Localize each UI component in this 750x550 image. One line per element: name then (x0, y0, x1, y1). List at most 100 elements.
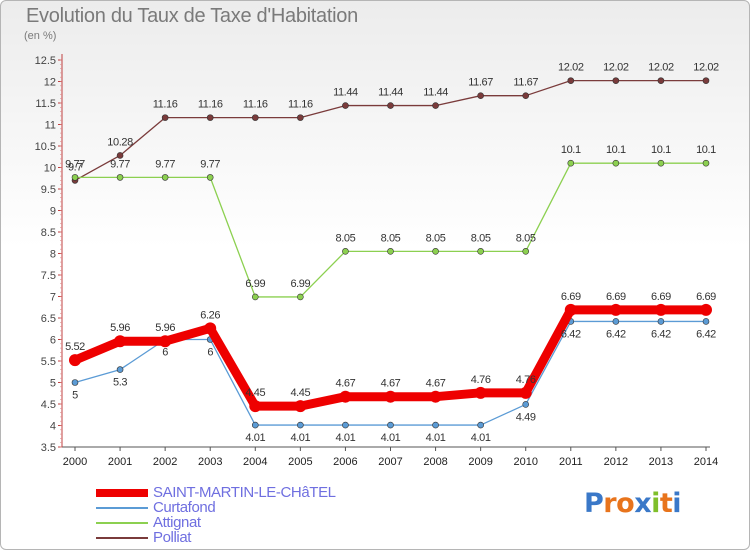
data-point (702, 159, 710, 167)
data-label: 8.05 (381, 232, 401, 244)
data-point (474, 386, 487, 399)
data-label: 6.99 (245, 278, 265, 290)
data-label: 9.77 (65, 158, 85, 170)
logo-letter: i (672, 488, 682, 519)
data-label: 10.1 (651, 144, 671, 156)
data-label: 11.16 (153, 99, 178, 111)
data-label: 11.16 (288, 99, 313, 111)
data-label: 5.96 (110, 322, 130, 334)
y-tick-label: 12.5 (35, 55, 56, 67)
chart-unit: (en %) (24, 30, 57, 42)
data-point (477, 92, 484, 99)
data-point (432, 102, 439, 109)
legend-swatch (96, 507, 148, 509)
data-label: 11.67 (468, 77, 493, 89)
x-tick-label: 2012 (604, 456, 628, 468)
y-tick-label: 4 (50, 421, 56, 433)
data-point (702, 77, 710, 84)
data-label: 11.44 (378, 87, 403, 99)
y-tick-label: 8.5 (41, 227, 56, 239)
legend-swatch (96, 522, 148, 524)
data-label: 4.67 (426, 378, 446, 390)
logo-letter: P (584, 488, 604, 519)
data-label: 10.1 (606, 144, 626, 156)
data-point (384, 390, 397, 403)
x-tick-label: 2001 (108, 456, 132, 468)
data-label: 4.67 (381, 378, 401, 390)
data-label: 4.01 (381, 432, 401, 444)
y-tick-label: 10.5 (35, 141, 56, 153)
data-label: 4.45 (245, 387, 265, 399)
data-label: 4.01 (336, 432, 356, 444)
x-tick-label: 2003 (198, 456, 222, 468)
data-point (71, 174, 79, 181)
data-point (657, 77, 665, 84)
y-tick-label: 7 (50, 292, 56, 304)
y-tick-label: 8 (50, 249, 56, 261)
logo-letter: o (616, 488, 635, 519)
legend-label: SAINT-MARTIN-LE-CHâTEL (153, 484, 336, 501)
legend-label: Curtafond (153, 499, 216, 516)
data-label: 6.69 (606, 291, 626, 303)
data-point (206, 174, 214, 181)
data-point (339, 390, 352, 403)
data-point (564, 303, 577, 316)
series-line-2 (74, 162, 707, 298)
data-label: 8.05 (336, 232, 356, 244)
data-label: 5.52 (65, 341, 85, 353)
chart-title: Evolution du Taux de Taxe d'Habitation (26, 5, 358, 27)
data-point (519, 386, 532, 399)
data-label: 4.01 (471, 432, 491, 444)
data-point (702, 318, 710, 325)
data-point (387, 248, 394, 255)
data-point (206, 114, 214, 121)
data-label: 8.05 (426, 232, 446, 244)
data-point (387, 421, 394, 429)
data-label: 8.05 (516, 232, 536, 244)
data-label: 12.02 (603, 62, 629, 74)
data-point (657, 318, 665, 325)
data-point (657, 159, 665, 167)
x-tick-label: 2000 (63, 456, 87, 468)
x-tick-label: 2006 (333, 456, 357, 468)
data-label: 8.05 (471, 232, 491, 244)
x-tick-label: 2005 (288, 456, 312, 468)
x-tick-label: 2013 (649, 456, 673, 468)
data-label: 6.99 (290, 278, 310, 290)
data-label: 12.02 (558, 62, 584, 74)
data-point (654, 303, 667, 316)
proxiti-logo: Proxiti (584, 488, 682, 519)
data-label: 9.77 (110, 158, 130, 170)
logo-letter: x (634, 488, 652, 519)
data-label: 10.1 (696, 144, 716, 156)
data-label: 4.01 (290, 432, 310, 444)
data-point (249, 400, 262, 413)
logo-letter: r (603, 488, 617, 519)
legend-swatch (96, 537, 148, 539)
data-label: 5.3 (113, 377, 127, 389)
data-point (612, 77, 620, 84)
data-point (69, 354, 81, 367)
data-point (387, 102, 394, 109)
data-label: 4.49 (516, 411, 536, 423)
data-point (567, 159, 575, 167)
data-point (161, 114, 169, 121)
y-tick-label: 5.5 (41, 356, 56, 368)
data-label: 4.01 (245, 432, 265, 444)
data-label: 12.02 (693, 62, 719, 74)
data-point (429, 390, 442, 403)
x-tick-label: 2010 (513, 456, 537, 468)
data-label: 12.02 (648, 62, 674, 74)
data-label: 11.44 (423, 87, 448, 99)
y-tick-label: 9.5 (41, 184, 56, 196)
data-point (477, 421, 484, 429)
data-point (342, 248, 349, 255)
data-label: 6.42 (651, 328, 671, 340)
data-point (71, 379, 79, 386)
data-label: 6.42 (696, 328, 716, 340)
data-label: 5.96 (155, 322, 175, 334)
data-label: 6 (207, 347, 213, 359)
logo-letter: t (659, 488, 673, 519)
data-point (294, 400, 307, 413)
